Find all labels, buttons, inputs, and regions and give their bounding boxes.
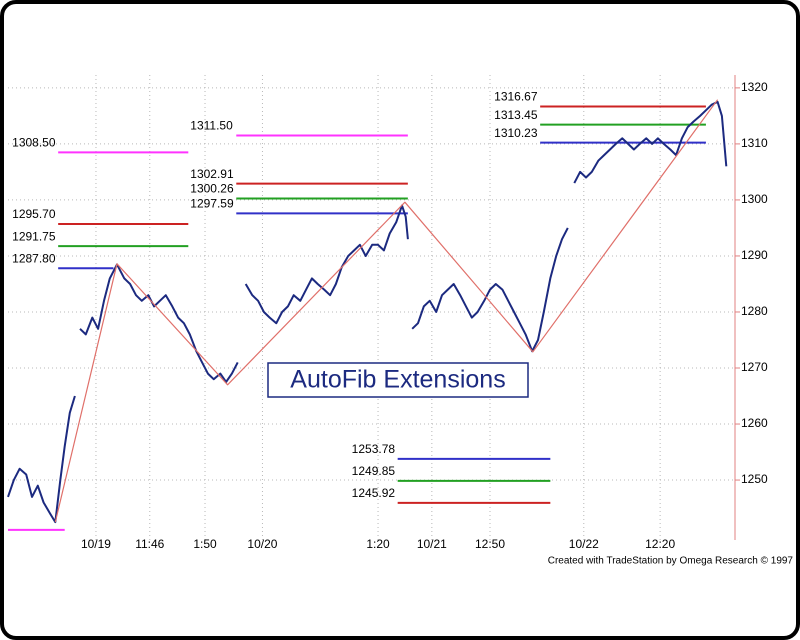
zigzag-line — [54, 99, 719, 523]
x-tick-label: 10/21 — [417, 537, 447, 551]
x-tick-label: 10/22 — [569, 537, 599, 551]
x-tick-label: 10/20 — [247, 537, 277, 551]
fib-level-label: 1313.45 — [494, 108, 538, 122]
x-tick-label: 11:46 — [135, 537, 164, 551]
y-tick-label: 1250 — [741, 472, 768, 486]
credit: Created with TradeStation by Omega Resea… — [548, 556, 794, 567]
x-tick-label: 1:50 — [193, 537, 217, 551]
fib-level-label: 1302.91 — [190, 167, 234, 181]
fib-level-label: 1295.70 — [12, 207, 56, 221]
x-tick-label: 1:20 — [366, 537, 390, 551]
y-tick-label: 1260 — [741, 416, 768, 430]
x-tick-label: 10/19 — [81, 537, 111, 551]
y-tick-label: 1300 — [741, 192, 768, 206]
grid: 1250 1260 1270 1280 1290 1300 1310 1320 10/19 11:… — [8, 75, 768, 551]
fib-level-label: 1291.75 — [12, 229, 56, 243]
plot — [7, 99, 728, 524]
y-tick-label: 1290 — [741, 248, 768, 262]
fib-level-label: 1316.67 — [494, 90, 538, 104]
fib-level-label: 1249.85 — [352, 464, 396, 478]
fib-level-label: 1300.26 — [190, 182, 234, 196]
y-tick-label: 1270 — [741, 360, 768, 374]
fib-level-label: 1287.80 — [12, 251, 56, 265]
title-box — [267, 362, 529, 398]
fib-level-label: 1245.92 — [352, 486, 396, 500]
y-tick-label: 1280 — [741, 304, 768, 318]
price-line — [7, 100, 728, 524]
fib-level-label: 1308.50 — [12, 135, 56, 149]
fib-level-label: 1310.23 — [494, 126, 538, 140]
fib-level-label: 1253.78 — [352, 442, 396, 456]
y-tick-label: 1320 — [741, 80, 768, 94]
chart-title: AutoFib Extensions — [290, 366, 505, 394]
fib-level-label: 1297.59 — [190, 197, 234, 211]
x-tick-label: 12:20 — [645, 537, 675, 551]
fib-levels: 1308.50 1295.70 1291.75 1287.80 1311.50 1302.… — [8, 90, 706, 531]
y-tick-label: 1310 — [741, 136, 768, 150]
x-tick-label: 12:50 — [475, 537, 505, 551]
fib-level-label: 1311.50 — [190, 119, 233, 133]
